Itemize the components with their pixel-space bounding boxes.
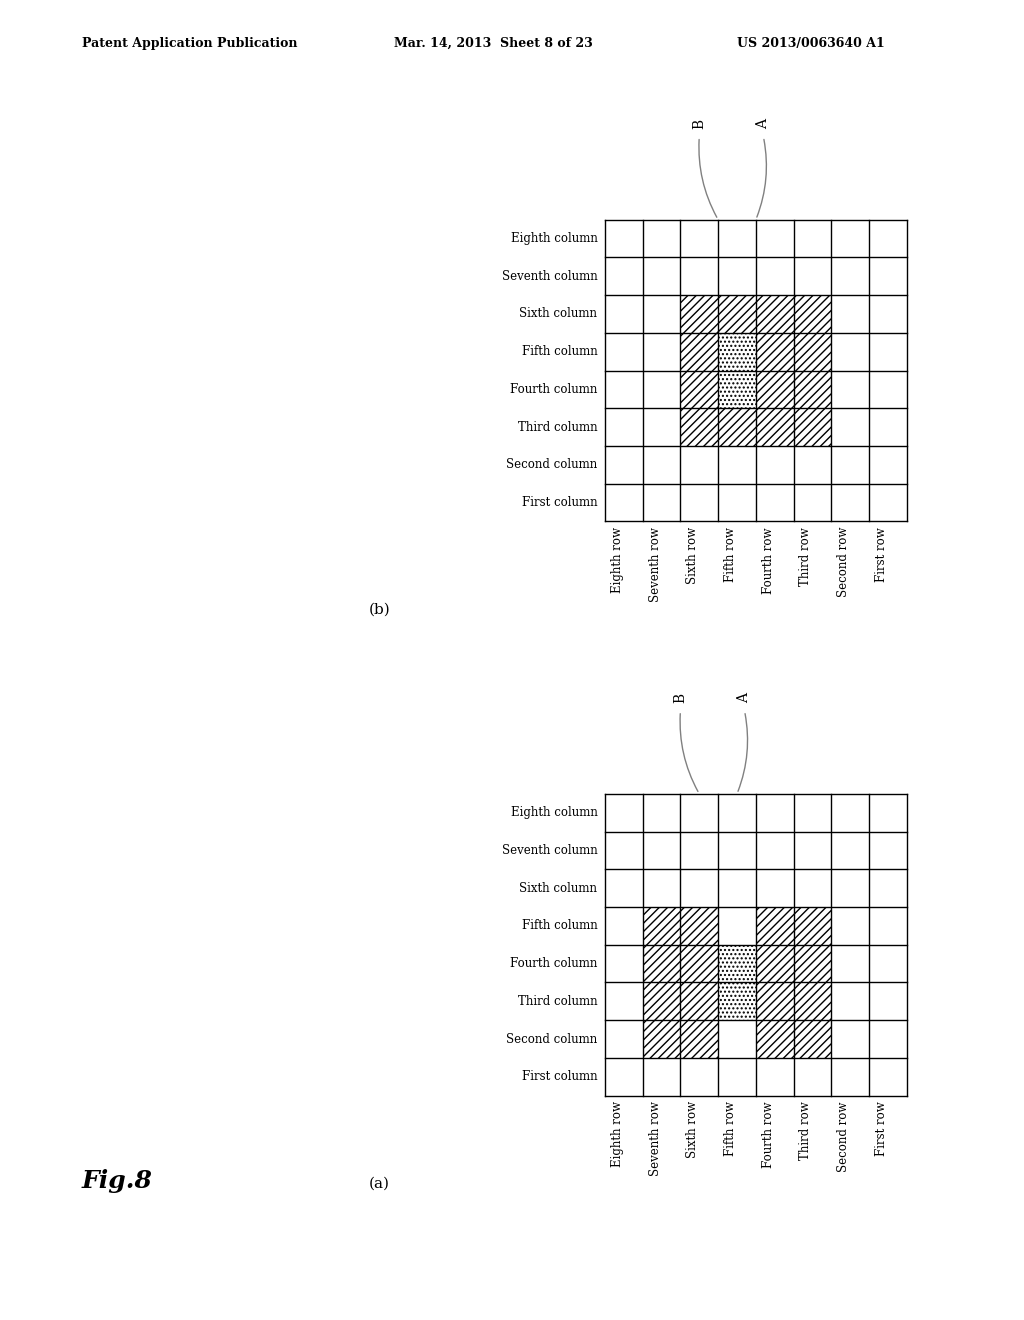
Text: Sixth row: Sixth row: [686, 527, 699, 585]
Text: B: B: [674, 693, 687, 704]
Text: Second row: Second row: [838, 1101, 850, 1172]
Text: (a): (a): [369, 1177, 390, 1191]
Text: Sixth column: Sixth column: [519, 308, 597, 321]
Bar: [680, 408, 718, 446]
Bar: [794, 945, 831, 982]
Bar: [643, 907, 680, 945]
Bar: [794, 907, 831, 945]
Text: Seventh column: Seventh column: [502, 843, 597, 857]
Bar: [680, 1020, 718, 1057]
Bar: [718, 408, 756, 446]
Bar: [718, 333, 756, 371]
Bar: [794, 982, 831, 1020]
Bar: [718, 296, 756, 333]
Bar: [756, 945, 794, 982]
Bar: [794, 296, 831, 333]
Bar: [605, 219, 906, 521]
Text: First row: First row: [874, 1101, 888, 1156]
Text: Sixth column: Sixth column: [519, 882, 597, 895]
Text: Third column: Third column: [518, 995, 597, 1007]
Text: First column: First column: [522, 1071, 597, 1084]
Bar: [643, 982, 680, 1020]
Text: Second row: Second row: [838, 527, 850, 598]
Text: Fifth column: Fifth column: [521, 920, 597, 932]
Bar: [756, 333, 794, 371]
Bar: [756, 1020, 794, 1057]
Text: US 2013/0063640 A1: US 2013/0063640 A1: [737, 37, 885, 50]
Text: Third column: Third column: [518, 421, 597, 433]
Text: Fig.8: Fig.8: [82, 1170, 153, 1193]
Text: Fourth column: Fourth column: [510, 957, 597, 970]
Bar: [794, 333, 831, 371]
Text: Fifth column: Fifth column: [521, 346, 597, 358]
Bar: [680, 333, 718, 371]
Text: Seventh row: Seventh row: [648, 527, 662, 602]
Text: Seventh column: Seventh column: [502, 269, 597, 282]
Text: Second column: Second column: [506, 458, 597, 471]
Bar: [680, 982, 718, 1020]
Text: Eighth row: Eighth row: [611, 1101, 624, 1167]
Text: Fifth row: Fifth row: [724, 1101, 737, 1156]
Text: Eighth column: Eighth column: [511, 232, 597, 246]
Bar: [718, 945, 756, 982]
Bar: [794, 1020, 831, 1057]
Bar: [605, 793, 906, 1096]
Text: First row: First row: [874, 527, 888, 582]
Text: Third row: Third row: [800, 1101, 812, 1160]
Text: Seventh row: Seventh row: [648, 1101, 662, 1176]
Text: Eighth column: Eighth column: [511, 807, 597, 820]
Text: Fourth column: Fourth column: [510, 383, 597, 396]
Text: Patent Application Publication: Patent Application Publication: [82, 37, 297, 50]
Bar: [680, 296, 718, 333]
Bar: [756, 296, 794, 333]
Text: (b): (b): [369, 603, 390, 616]
Bar: [794, 408, 831, 446]
Text: Third row: Third row: [800, 527, 812, 586]
Text: Mar. 14, 2013  Sheet 8 of 23: Mar. 14, 2013 Sheet 8 of 23: [394, 37, 593, 50]
Bar: [680, 945, 718, 982]
Text: Eighth row: Eighth row: [611, 527, 624, 593]
Text: B: B: [692, 119, 707, 129]
Text: First column: First column: [522, 496, 597, 510]
Text: A: A: [757, 119, 770, 129]
Text: Sixth row: Sixth row: [686, 1101, 699, 1159]
Bar: [643, 945, 680, 982]
Bar: [680, 907, 718, 945]
Text: Second column: Second column: [506, 1032, 597, 1045]
Bar: [756, 907, 794, 945]
Bar: [643, 1020, 680, 1057]
Bar: [718, 371, 756, 408]
Bar: [794, 371, 831, 408]
Bar: [756, 982, 794, 1020]
Bar: [718, 982, 756, 1020]
Text: Fourth row: Fourth row: [762, 527, 775, 594]
Text: Fifth row: Fifth row: [724, 527, 737, 582]
Bar: [756, 371, 794, 408]
Bar: [680, 371, 718, 408]
Text: Fourth row: Fourth row: [762, 1101, 775, 1168]
Bar: [756, 408, 794, 446]
Text: A: A: [737, 693, 752, 704]
